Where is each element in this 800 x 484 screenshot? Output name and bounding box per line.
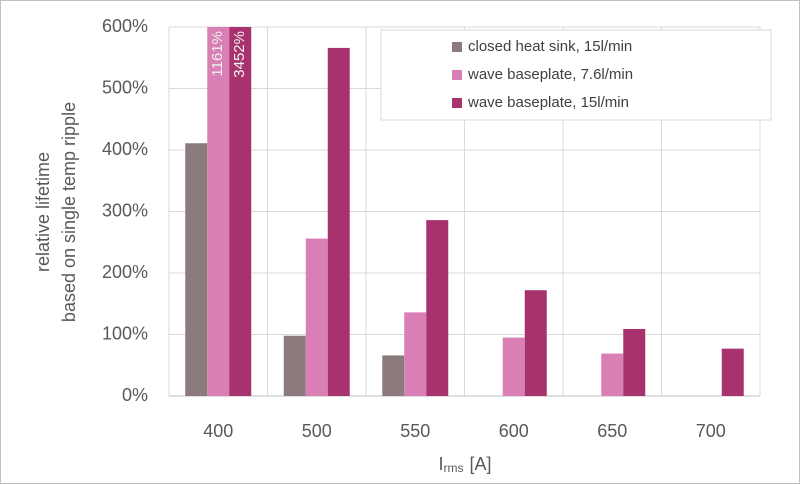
legend-label: closed heat sink, 15l/min <box>468 38 632 55</box>
legend-box <box>380 29 772 121</box>
x-axis-title-main: I <box>438 454 443 474</box>
bar <box>623 328 646 396</box>
bar <box>404 312 427 396</box>
value-label: 3452% <box>231 31 248 78</box>
labels: 0% 100% 200% 300% 400% 500% 600% 400 1161% 3452% 5… <box>102 16 726 441</box>
bar <box>185 143 208 396</box>
y-axis-title: relative lifetime <box>33 152 53 272</box>
y-tick-label: 500% <box>102 77 148 97</box>
value-label: 1161% <box>209 31 226 77</box>
y-tick-label: 300% <box>102 200 148 220</box>
x-tick-label: 650 <box>597 421 627 441</box>
x-tick-label: 500 <box>302 421 332 441</box>
x-axis-title-unit: [A] <box>470 454 492 474</box>
y-tick-label: 0% <box>122 385 148 405</box>
x-tick-label: 400 <box>203 421 233 441</box>
x-axis-title: Irms [A] <box>438 454 491 475</box>
y-tick-label: 100% <box>102 323 148 343</box>
bar <box>207 27 230 396</box>
bars <box>185 27 744 396</box>
bar <box>305 238 328 396</box>
legend-swatch <box>452 42 462 52</box>
legend-label: wave baseplate, 7.6l/min <box>467 66 633 83</box>
legend-swatch <box>452 98 462 108</box>
bar <box>426 220 449 396</box>
x-tick-label: 700 <box>696 421 726 441</box>
bar <box>601 353 624 396</box>
legend: closed heat sink, 15l/min wave baseplate,… <box>380 29 772 121</box>
bar <box>502 337 525 396</box>
bar <box>327 47 350 396</box>
bar <box>229 27 252 396</box>
y-tick-label: 400% <box>102 139 148 159</box>
bar <box>524 290 547 396</box>
x-tick-label: 600 <box>499 421 529 441</box>
legend-label: wave baseplate, 15l/min <box>467 94 629 111</box>
legend-swatch <box>452 70 462 80</box>
y-tick-label: 600% <box>102 16 148 36</box>
y-axis-title: based on single temp ripple <box>59 102 79 322</box>
bar <box>283 335 306 396</box>
x-tick-label: 550 <box>400 421 430 441</box>
bar <box>382 355 405 396</box>
bar <box>721 348 744 396</box>
x-axis-title-sub: rms <box>444 461 464 475</box>
y-tick-label: 200% <box>102 262 148 282</box>
